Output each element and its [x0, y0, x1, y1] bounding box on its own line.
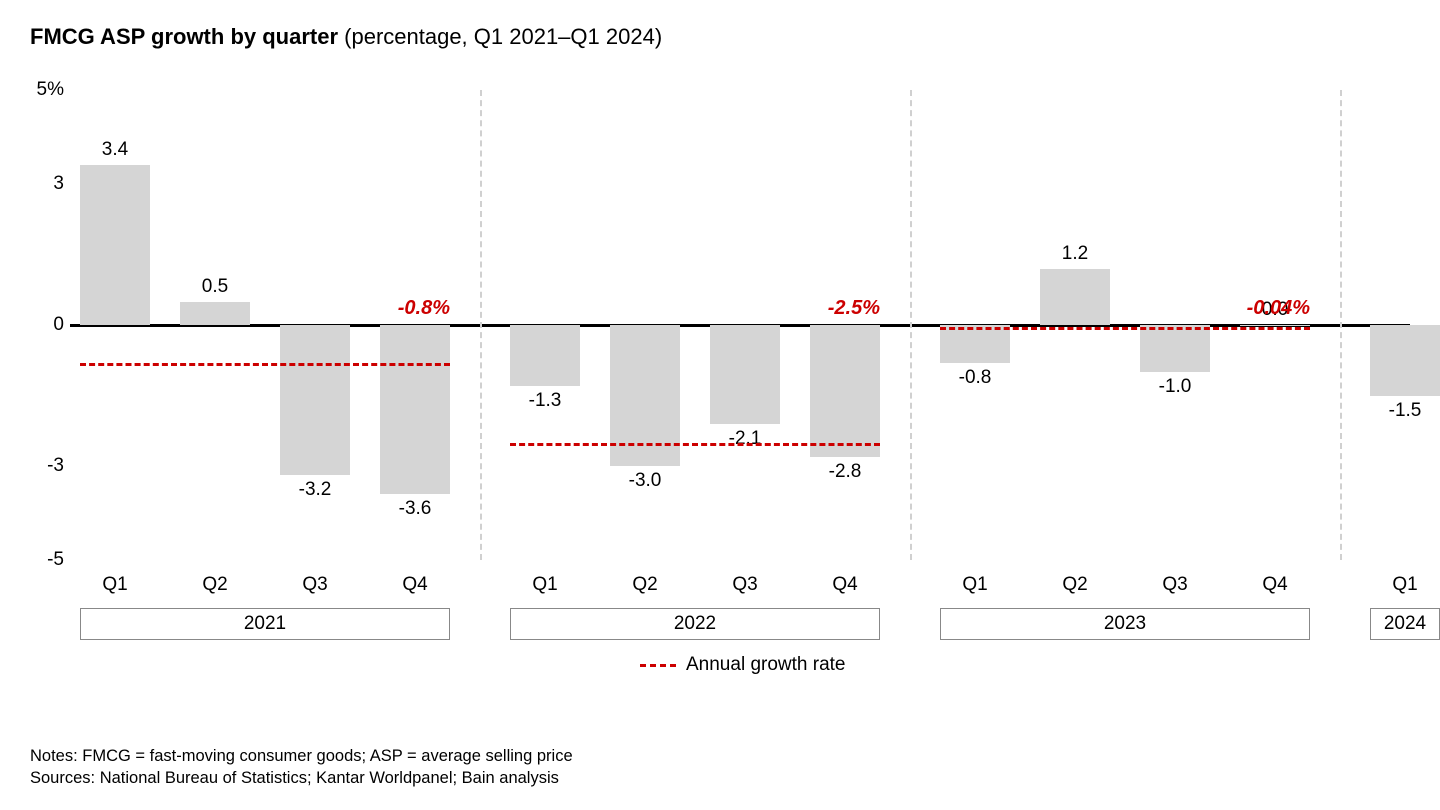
annual-growth-label: -0.8% [360, 297, 450, 320]
year-box: 2024 [1370, 608, 1440, 640]
year-separator [1340, 90, 1342, 560]
quarter-label: Q3 [285, 574, 345, 596]
y-tick: -3 [30, 455, 64, 477]
bar-value-label: 0.5 [185, 276, 245, 298]
plot-area: 5%30-3-53.4Q10.5Q2-3.2Q3-3.6Q4-1.3Q1-3.0… [70, 90, 1410, 560]
y-tick: 0 [30, 314, 64, 336]
bar-value-label: 3.4 [85, 139, 145, 161]
annual-growth-label: -2.5% [790, 297, 880, 320]
y-tick: 3 [30, 173, 64, 195]
quarter-label: Q4 [385, 574, 445, 596]
notes-line: Notes: FMCG = fast-moving consumer goods… [30, 747, 573, 766]
y-tick: -5 [30, 549, 64, 571]
quarter-label: Q1 [515, 574, 575, 596]
title-rest: (percentage, Q1 2021–Q1 2024) [338, 24, 662, 49]
annual-growth-line [80, 363, 450, 366]
bar-value-label: -1.5 [1375, 400, 1435, 422]
bar [1240, 325, 1310, 326]
bar [380, 325, 450, 494]
bar-value-label: 1.2 [1045, 243, 1105, 265]
y-tick: 5% [30, 79, 64, 101]
quarter-label: Q2 [185, 574, 245, 596]
bar [510, 325, 580, 386]
quarter-label: Q3 [1145, 574, 1205, 596]
quarter-label: Q1 [945, 574, 1005, 596]
bar-value-label: -1.0 [1145, 376, 1205, 398]
quarter-label: Q2 [615, 574, 675, 596]
legend: Annual growth rate [640, 654, 846, 676]
quarter-label: Q4 [1245, 574, 1305, 596]
annual-growth-line [940, 327, 1310, 330]
year-separator [480, 90, 482, 560]
bar-value-label: -1.3 [515, 390, 575, 412]
annual-growth-label: -0.04% [1220, 297, 1310, 320]
year-separator [910, 90, 912, 560]
chart-title: FMCG ASP growth by quarter (percentage, … [30, 24, 1410, 50]
bar [180, 302, 250, 326]
bar [80, 165, 150, 325]
bar-value-label: -3.0 [615, 470, 675, 492]
year-box: 2021 [80, 608, 450, 640]
legend-label: Annual growth rate [686, 654, 846, 676]
bar [1140, 325, 1210, 372]
bar [940, 325, 1010, 363]
bar-value-label: -3.6 [385, 498, 445, 520]
bar-value-label: -2.8 [815, 461, 875, 483]
quarter-label: Q4 [815, 574, 875, 596]
quarter-label: Q1 [85, 574, 145, 596]
year-box: 2023 [940, 608, 1310, 640]
sources-line: Sources: National Bureau of Statistics; … [30, 769, 559, 788]
bar [1370, 325, 1440, 396]
year-box: 2022 [510, 608, 880, 640]
chart-container: 5%30-3-53.4Q10.5Q2-3.2Q3-3.6Q4-1.3Q1-3.0… [30, 90, 1410, 630]
bar [280, 325, 350, 475]
annual-growth-line [510, 443, 880, 446]
bar-value-label: -3.2 [285, 479, 345, 501]
bar [1040, 269, 1110, 325]
bar [810, 325, 880, 457]
bar [710, 325, 780, 424]
bar-value-label: -2.1 [715, 428, 775, 450]
bar-value-label: -0.8 [945, 367, 1005, 389]
quarter-label: Q3 [715, 574, 775, 596]
quarter-label: Q1 [1375, 574, 1435, 596]
quarter-label: Q2 [1045, 574, 1105, 596]
legend-dash-icon [640, 664, 676, 667]
title-bold: FMCG ASP growth by quarter [30, 24, 338, 49]
